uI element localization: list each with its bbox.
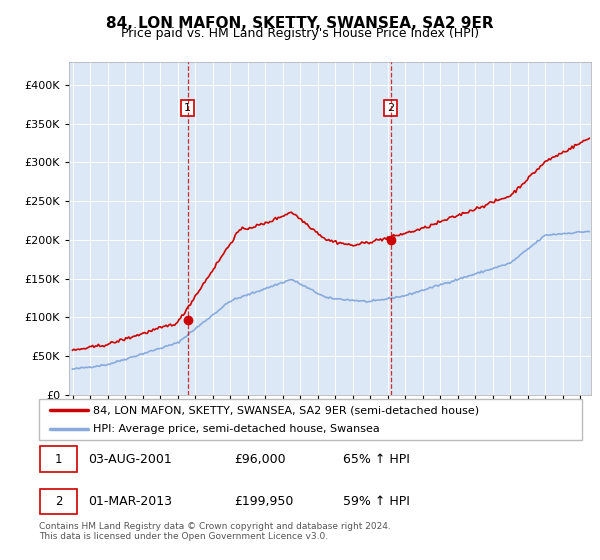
Text: 65% ↑ HPI: 65% ↑ HPI <box>343 452 410 465</box>
Text: HPI: Average price, semi-detached house, Swansea: HPI: Average price, semi-detached house,… <box>94 424 380 433</box>
Text: 84, LON MAFON, SKETTY, SWANSEA, SA2 9ER (semi-detached house): 84, LON MAFON, SKETTY, SWANSEA, SA2 9ER … <box>94 405 479 415</box>
FancyBboxPatch shape <box>40 488 77 514</box>
Text: 03-AUG-2001: 03-AUG-2001 <box>88 452 172 465</box>
Text: Contains HM Land Registry data © Crown copyright and database right 2024.
This d: Contains HM Land Registry data © Crown c… <box>39 522 391 542</box>
Text: £199,950: £199,950 <box>235 495 294 508</box>
Text: Price paid vs. HM Land Registry's House Price Index (HPI): Price paid vs. HM Land Registry's House … <box>121 27 479 40</box>
Text: 1: 1 <box>184 103 191 113</box>
Text: 2: 2 <box>55 495 62 508</box>
FancyBboxPatch shape <box>40 446 77 472</box>
FancyBboxPatch shape <box>39 399 582 440</box>
Text: £96,000: £96,000 <box>235 452 286 465</box>
Text: 2: 2 <box>387 103 394 113</box>
Text: 1: 1 <box>55 452 62 465</box>
Text: 01-MAR-2013: 01-MAR-2013 <box>88 495 172 508</box>
Text: 59% ↑ HPI: 59% ↑ HPI <box>343 495 410 508</box>
Text: 84, LON MAFON, SKETTY, SWANSEA, SA2 9ER: 84, LON MAFON, SKETTY, SWANSEA, SA2 9ER <box>106 16 494 31</box>
